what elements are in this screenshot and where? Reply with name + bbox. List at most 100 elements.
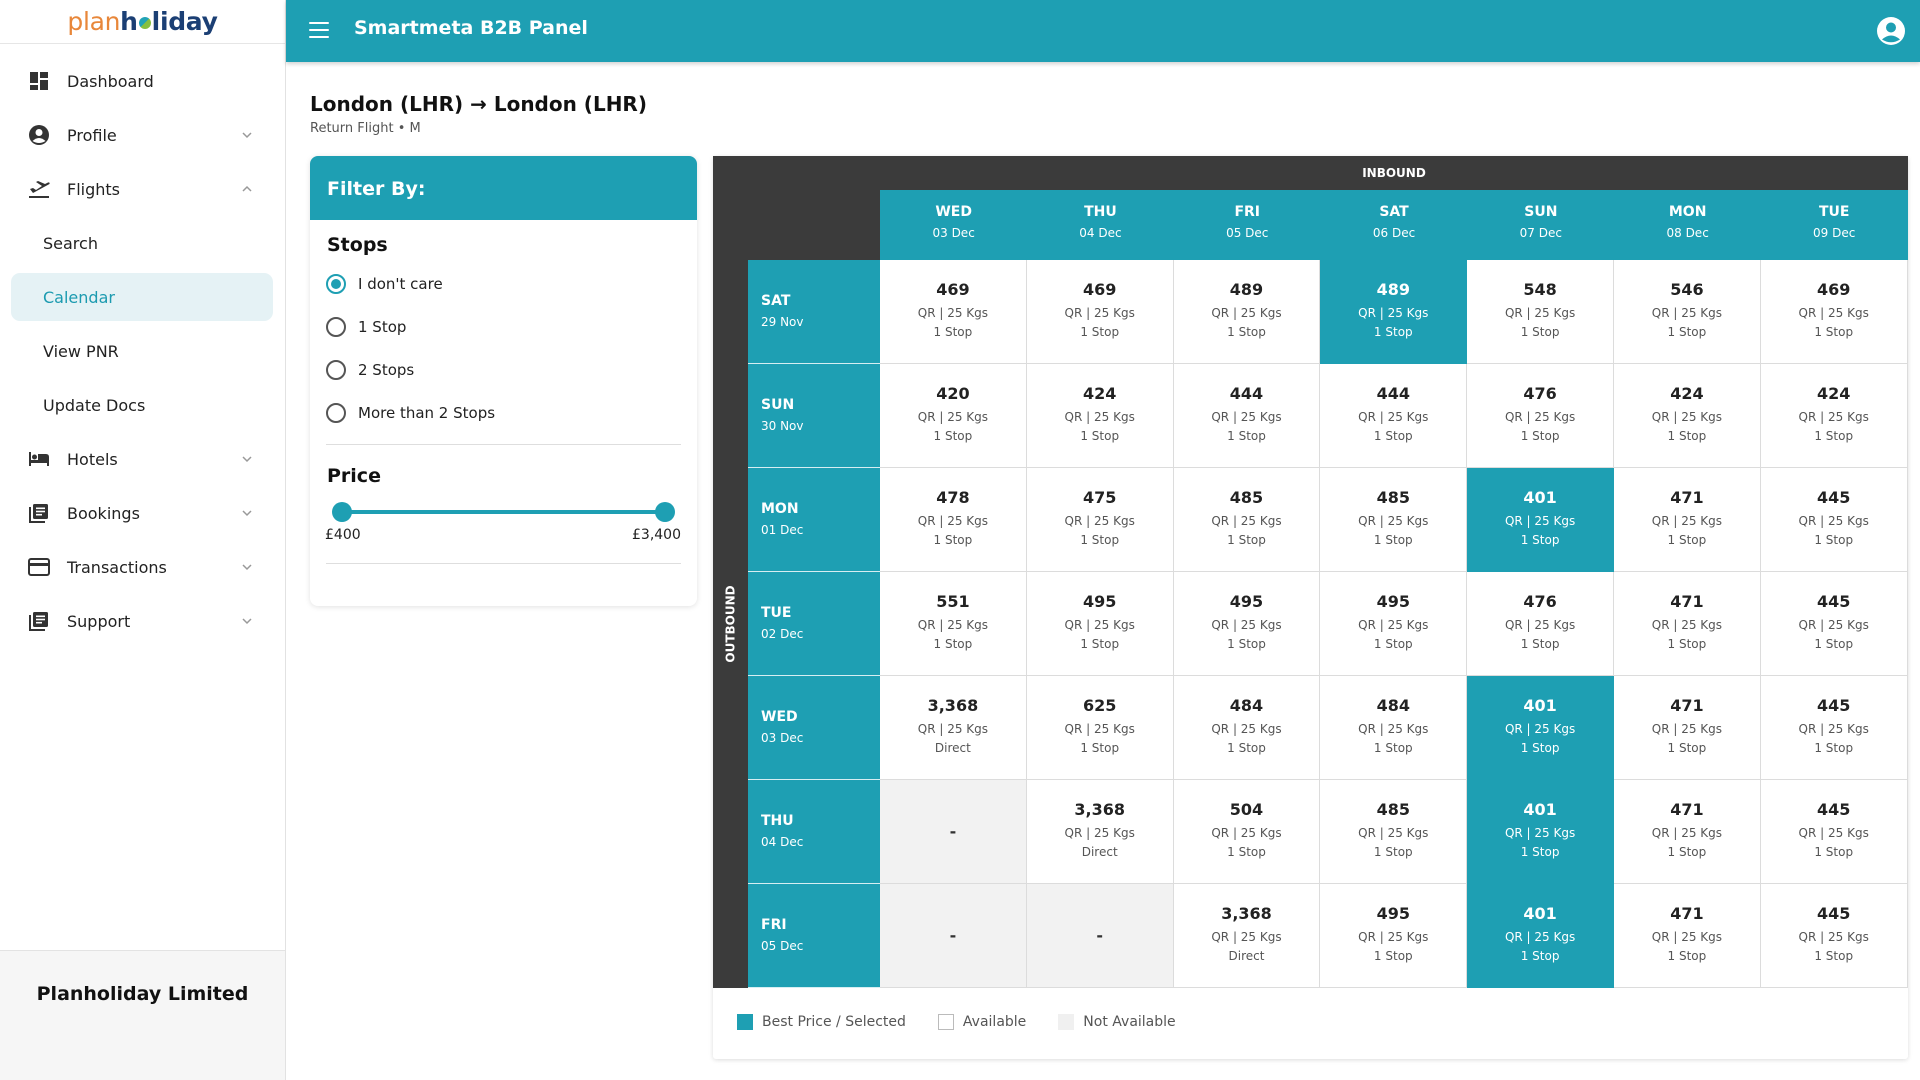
fare-cell[interactable]: 475 QR | 25 Kgs 1 Stop <box>1026 468 1174 572</box>
fare-airline-baggage: QR | 25 Kgs <box>1651 722 1723 736</box>
inbound-date-header: MON 08 Dec <box>1614 190 1762 260</box>
fare-cell[interactable]: 495 QR | 25 Kgs 1 Stop <box>1320 884 1468 988</box>
legend-not-available: Not Available <box>1058 1014 1176 1030</box>
fare-cell[interactable]: 485 QR | 25 Kgs 1 Stop <box>1173 468 1321 572</box>
slider-max-handle[interactable] <box>655 502 675 522</box>
fare-stops: 1 Stop <box>1814 533 1854 547</box>
fare-cell[interactable]: 489 QR | 25 Kgs 1 Stop <box>1173 260 1321 364</box>
sidebar-subitem-search[interactable]: Search <box>43 233 98 253</box>
fare-cell[interactable]: 401 QR | 25 Kgs 1 Stop <box>1467 676 1614 780</box>
fare-cell[interactable]: 504 QR | 25 Kgs 1 Stop <box>1173 780 1321 884</box>
fare-stops: 1 Stop <box>1814 325 1854 339</box>
account-circle-icon[interactable] <box>1876 16 1906 46</box>
fare-cell[interactable]: 469 QR | 25 Kgs 1 Stop <box>1026 260 1174 364</box>
sidebar-item-flights[interactable]: Flights <box>0 162 285 216</box>
fare-cell[interactable]: 424 QR | 25 Kgs 1 Stop <box>1614 364 1761 468</box>
fare-cell[interactable]: 495 QR | 25 Kgs 1 Stop <box>1320 572 1468 676</box>
fare-cell[interactable]: 444 QR | 25 Kgs 1 Stop <box>1320 364 1468 468</box>
fare-cell[interactable]: 484 QR | 25 Kgs 1 Stop <box>1173 676 1321 780</box>
planholiday-logo[interactable]: plan h liday <box>0 0 285 44</box>
fare-cell[interactable]: 471 QR | 25 Kgs 1 Stop <box>1614 676 1761 780</box>
sidebar-item-profile[interactable]: Profile <box>0 108 285 162</box>
fare-cell[interactable]: 471 QR | 25 Kgs 1 Stop <box>1614 780 1761 884</box>
fare-cell[interactable]: 471 QR | 25 Kgs 1 Stop <box>1614 884 1761 988</box>
fare-cell[interactable]: 445 QR | 25 Kgs 1 Stop <box>1760 676 1908 780</box>
fare-cell[interactable]: 401 QR | 25 Kgs 1 Stop <box>1467 468 1614 572</box>
fare-airline-baggage: QR | 25 Kgs <box>1064 514 1135 528</box>
fare-cell[interactable]: 546 QR | 25 Kgs 1 Stop <box>1614 260 1761 364</box>
fare-cell[interactable]: 478 QR | 25 Kgs 1 Stop <box>880 468 1027 572</box>
fare-price: 475 <box>1082 488 1117 507</box>
fare-airline-baggage: QR | 25 Kgs <box>1358 514 1429 528</box>
sidebar-item-label: Profile <box>67 125 117 145</box>
fare-cell[interactable]: 469 QR | 25 Kgs 1 Stop <box>880 260 1027 364</box>
fare-cell[interactable]: 420 QR | 25 Kgs 1 Stop <box>880 364 1027 468</box>
fare-cell[interactable]: 424 QR | 25 Kgs 1 Stop <box>1760 364 1908 468</box>
sidebar-item-label: Dashboard <box>67 71 154 91</box>
fare-cell[interactable]: 471 QR | 25 Kgs 1 Stop <box>1614 572 1761 676</box>
fare-airline-baggage: QR | 25 Kgs <box>1651 306 1723 320</box>
fare-cell[interactable]: 3,368 QR | 25 Kgs Direct <box>1026 780 1174 884</box>
inbound-date: 05 Dec <box>1226 226 1269 240</box>
fare-cell[interactable]: 445 QR | 25 Kgs 1 Stop <box>1760 572 1908 676</box>
menu-icon[interactable] <box>309 22 329 38</box>
sidebar-subitem-calendar[interactable]: Calendar <box>11 273 273 321</box>
fare-airline-baggage: QR | 25 Kgs <box>917 306 989 320</box>
fare-airline-baggage: QR | 25 Kgs <box>1504 514 1576 528</box>
fare-cell[interactable]: 489 QR | 25 Kgs 1 Stop <box>1320 260 1468 364</box>
filter-panel: Filter By: Stops I don't care 1 Stop 2 S… <box>310 156 697 606</box>
fare-cell[interactable]: 401 QR | 25 Kgs 1 Stop <box>1467 780 1614 884</box>
sidebar-item-support[interactable]: Support <box>0 594 285 648</box>
fare-stops: 1 Stop <box>1814 741 1854 755</box>
fare-cell[interactable]: 485 QR | 25 Kgs 1 Stop <box>1320 468 1468 572</box>
fare-cell[interactable]: 476 QR | 25 Kgs 1 Stop <box>1467 364 1614 468</box>
fare-airline-baggage: QR | 25 Kgs <box>1358 930 1429 944</box>
fare-stops: 1 Stop <box>933 637 973 651</box>
fare-cell[interactable]: 495 QR | 25 Kgs 1 Stop <box>1026 572 1174 676</box>
fare-cell[interactable]: 424 QR | 25 Kgs 1 Stop <box>1026 364 1174 468</box>
fare-stops: 1 Stop <box>1667 429 1707 443</box>
fare-cell[interactable]: 445 QR | 25 Kgs 1 Stop <box>1760 884 1908 988</box>
stop-option-1[interactable]: 1 Stop <box>310 305 697 348</box>
fare-cell[interactable]: 548 QR | 25 Kgs 1 Stop <box>1467 260 1614 364</box>
fare-cell[interactable]: 445 QR | 25 Kgs 1 Stop <box>1760 780 1908 884</box>
price-range-slider[interactable] <box>326 497 681 527</box>
fare-price: 469 <box>936 280 970 299</box>
sidebar-item-transactions[interactable]: Transactions <box>0 540 285 594</box>
fare-cell[interactable]: 3,368 QR | 25 Kgs Direct <box>1173 884 1321 988</box>
inbound-date-header: TUE 09 Dec <box>1760 190 1908 260</box>
fare-cell[interactable]: 401 QR | 25 Kgs 1 Stop <box>1467 884 1614 988</box>
sidebar-item-dashboard[interactable]: Dashboard <box>0 54 285 108</box>
fare-stops: Direct <box>1228 949 1265 963</box>
fare-cell[interactable]: 485 QR | 25 Kgs 1 Stop <box>1320 780 1468 884</box>
slider-min-handle[interactable] <box>332 502 352 522</box>
stop-option-any[interactable]: I don't care <box>310 262 697 305</box>
fare-cell[interactable]: 551 QR | 25 Kgs 1 Stop <box>880 572 1027 676</box>
fare-cell[interactable]: 445 QR | 25 Kgs 1 Stop <box>1760 468 1908 572</box>
sidebar-item-bookings[interactable]: Bookings <box>0 486 285 540</box>
sidebar-item-hotels[interactable]: Hotels <box>0 432 285 486</box>
fare-cell[interactable]: 469 QR | 25 Kgs 1 Stop <box>1760 260 1908 364</box>
fare-price: 401 <box>1523 800 1557 819</box>
sidebar-subitem-update-docs[interactable]: Update Docs <box>43 395 146 415</box>
fare-price: 469 <box>1816 280 1851 299</box>
fare-price: 484 <box>1376 696 1410 715</box>
fare-cell[interactable]: 476 QR | 25 Kgs 1 Stop <box>1467 572 1614 676</box>
fare-cell[interactable]: 471 QR | 25 Kgs 1 Stop <box>1614 468 1761 572</box>
fare-cell[interactable]: 484 QR | 25 Kgs 1 Stop <box>1320 676 1468 780</box>
fare-cell[interactable]: 3,368 QR | 25 Kgs Direct <box>880 676 1027 780</box>
fare-cell[interactable]: 444 QR | 25 Kgs 1 Stop <box>1173 364 1321 468</box>
logo-globe-icon <box>138 16 151 29</box>
sidebar-subitem-view-pnr[interactable]: View PNR <box>43 341 119 361</box>
stop-option-2[interactable]: 2 Stops <box>310 348 697 391</box>
fare-stops: 1 Stop <box>1814 949 1854 963</box>
top-app-bar: Smartmeta B2B Panel <box>286 0 1920 62</box>
outbound-day: MON <box>761 501 799 517</box>
outbound-date-header: WED 03 Dec <box>748 676 880 780</box>
fare-stops: 1 Stop <box>1080 637 1120 651</box>
fare-cell[interactable]: 625 QR | 25 Kgs 1 Stop <box>1026 676 1174 780</box>
radio-unselected-icon <box>326 359 346 380</box>
fare-stops: 1 Stop <box>1373 325 1413 339</box>
fare-cell[interactable]: 495 QR | 25 Kgs 1 Stop <box>1173 572 1321 676</box>
stop-option-more-than-2[interactable]: More than 2 Stops <box>310 391 697 434</box>
